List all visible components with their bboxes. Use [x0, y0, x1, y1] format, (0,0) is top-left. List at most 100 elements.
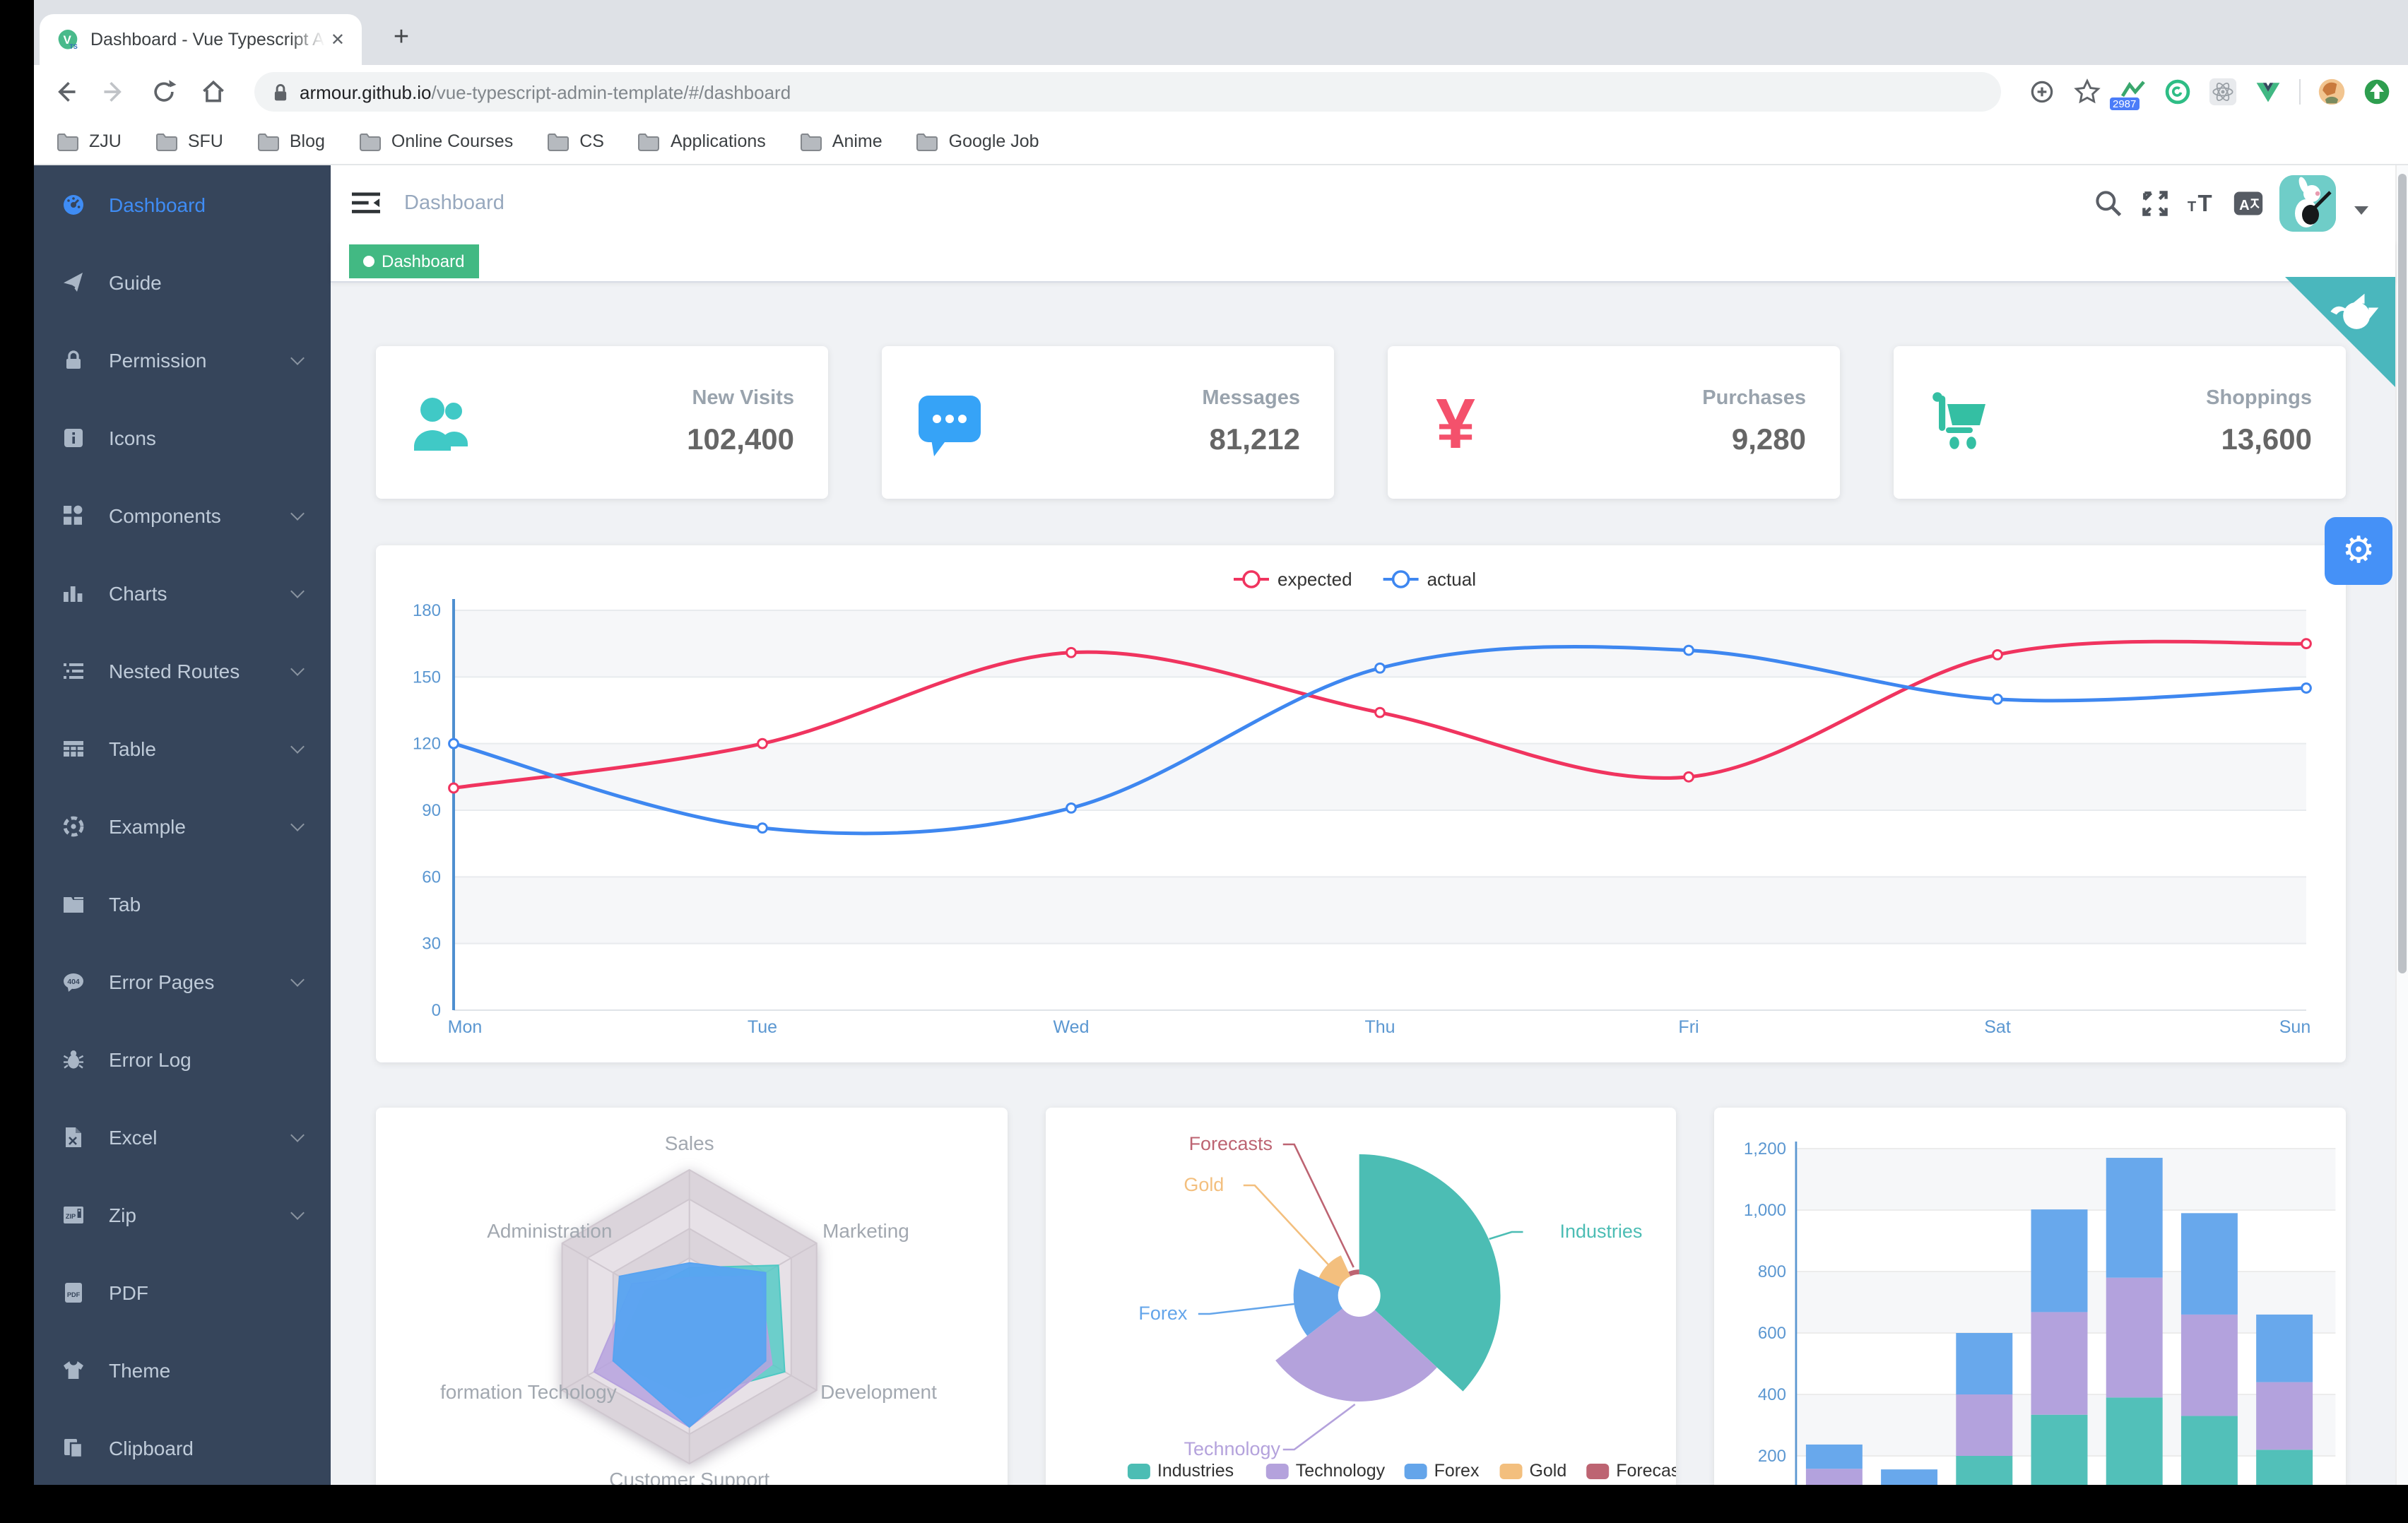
bookmark-cs[interactable]: CS — [547, 131, 604, 151]
translate-icon[interactable]: A — [2233, 188, 2264, 219]
scrollbar-thumb[interactable] — [2398, 174, 2407, 973]
sidebar-item-label: PDF — [109, 1281, 148, 1303]
sidebar-item-theme[interactable]: Theme — [34, 1331, 331, 1409]
svg-text:Forecasts: Forecasts — [1616, 1461, 1677, 1481]
browser-tab[interactable]: V TS Dashboard - Vue Typescript Ad ✕ — [40, 14, 362, 65]
sidebar-item-pdf[interactable]: PDF PDF — [34, 1253, 331, 1331]
chrome-update-icon[interactable] — [2363, 78, 2391, 106]
bookmark-star-icon[interactable] — [2073, 78, 2101, 106]
search-icon[interactable] — [2093, 188, 2124, 219]
tags-view-bar: Dashboard — [331, 242, 2395, 283]
back-icon[interactable] — [51, 78, 79, 106]
stat-card-shoppings[interactable]: Shoppings 13,600 — [1894, 346, 2346, 499]
sidebar-item-error-pages[interactable]: 404 Error Pages — [34, 942, 331, 1020]
message-icon — [919, 396, 981, 456]
sidebar-item-tab[interactable]: Tab — [34, 865, 331, 942]
sidebar-item-nested-routes[interactable]: Nested Routes — [34, 632, 331, 709]
svg-text:Fri: Fri — [1678, 1017, 1699, 1037]
sidebar-item-table[interactable]: Table — [34, 709, 331, 787]
sidebar-item-label: Table — [109, 737, 156, 759]
sidebar-item-label: Clipboard — [109, 1436, 194, 1459]
bookmark-applications[interactable]: Applications — [638, 131, 766, 151]
folder-icon — [916, 133, 938, 150]
browser-toolbar: armour.github.io/vue-typescript-admin-te… — [34, 65, 2408, 119]
bookmark-label: CS — [579, 131, 604, 151]
bookmark-sfu[interactable]: SFU — [155, 131, 223, 151]
forward-icon[interactable] — [100, 78, 129, 106]
lock-icon — [66, 350, 81, 368]
bookmark-label: SFU — [187, 131, 223, 151]
bookmark-google-job[interactable]: Google Job — [916, 131, 1039, 151]
home-icon[interactable] — [199, 78, 228, 106]
svg-text:Marketing: Marketing — [822, 1220, 909, 1242]
tag-active-dot — [363, 256, 374, 267]
bookmark-online-courses[interactable]: Online Courses — [359, 131, 513, 151]
zoom-plus-icon[interactable] — [2028, 78, 2056, 106]
user-avatar[interactable] — [2279, 175, 2336, 232]
sidebar-item-label: Error Log — [109, 1048, 191, 1070]
sidebar-item-label: Excel — [109, 1125, 158, 1148]
bookmark-blog[interactable]: Blog — [257, 131, 325, 151]
chevron-down-icon — [290, 817, 305, 831]
extension-react-icon[interactable] — [2209, 78, 2237, 106]
bar-chart[interactable]: 200 400 600 800 1,000 1,200 — [1715, 1108, 2346, 1485]
svg-text:A: A — [2239, 198, 2250, 213]
github-corner[interactable] — [2282, 277, 2395, 390]
sidebar-item-clipboard[interactable]: Clipboard — [34, 1409, 331, 1485]
sidebar-item-components[interactable]: Components — [34, 476, 331, 554]
profile-avatar[interactable] — [2318, 78, 2346, 106]
reload-icon[interactable] — [150, 78, 178, 106]
stat-card-messages[interactable]: Messages 81,212 — [882, 346, 1334, 499]
sidebar-item-charts[interactable]: Charts — [34, 554, 331, 632]
avatar-dropdown-caret[interactable] — [2354, 206, 2368, 215]
svg-text:Technology: Technology — [1295, 1461, 1385, 1481]
svg-text:Industries: Industries — [1157, 1461, 1233, 1481]
tab-close-icon[interactable]: ✕ — [330, 30, 345, 49]
breadcrumb[interactable]: Dashboard — [404, 192, 504, 215]
bookmark-label: Applications — [670, 131, 766, 151]
sidebar-item-error-log[interactable]: Error Log — [34, 1020, 331, 1098]
sidebar-item-zip[interactable]: ZIP Zip — [34, 1175, 331, 1253]
bookmark-zju[interactable]: ZJU — [57, 131, 122, 151]
tag-dashboard[interactable]: Dashboard — [349, 244, 479, 278]
svg-text:1,200: 1,200 — [1745, 1139, 1787, 1158]
radar-chart[interactable]: Sales Administration formation Techology Cu… — [376, 1108, 1007, 1485]
hamburger-icon[interactable] — [352, 191, 380, 216]
sidebar-item-guide[interactable]: Guide — [34, 243, 331, 321]
line-chart[interactable]: 0 30 60 90 120 150 180 Mon Tue Wed Thu Fri Sat Sun exp… — [376, 545, 2346, 1062]
svg-text:Tue: Tue — [748, 1017, 777, 1037]
stat-card-purchases[interactable]: ¥ Purchases 9,280 — [1388, 346, 1840, 499]
svg-text:Thu: Thu — [1364, 1017, 1395, 1037]
chevron-down-icon — [290, 1128, 305, 1142]
svg-text:120: 120 — [413, 735, 441, 754]
peoples-icon — [414, 398, 471, 451]
svg-text:ZIP: ZIP — [66, 1212, 76, 1219]
sidebar-item-excel[interactable]: Excel — [34, 1098, 331, 1175]
pie-chart[interactable]: IndustriesTechnologyForexGoldForecastsIn… — [1045, 1108, 1693, 1485]
sidebar-item-example[interactable]: Example — [34, 787, 331, 865]
stat-card-new-visits[interactable]: New Visits 102,400 — [376, 346, 828, 499]
new-tab-button[interactable]: + — [393, 23, 410, 52]
sidebar-item-label: Tab — [109, 892, 141, 915]
sidebar-item-icons[interactable]: Icons — [34, 398, 331, 476]
extension-grammarly-icon[interactable] — [2164, 78, 2192, 106]
page-scrollbar[interactable] — [2395, 165, 2408, 1485]
sidebar-item-permission[interactable]: Permission — [34, 321, 331, 398]
folder-icon — [57, 133, 78, 150]
sidebar-item-label: Guide — [109, 271, 162, 293]
bookmark-anime[interactable]: Anime — [800, 131, 883, 151]
sidebar-item-dashboard[interactable]: Dashboard — [34, 165, 331, 243]
fullscreen-icon[interactable] — [2140, 188, 2171, 219]
bug-icon — [63, 1050, 84, 1068]
svg-text:Sat: Sat — [1984, 1017, 2011, 1037]
svg-text:Gold: Gold — [1184, 1174, 1224, 1195]
theme-icon — [64, 1361, 83, 1378]
settings-button[interactable]: ⚙ — [2325, 517, 2392, 585]
address-bar[interactable]: armour.github.io/vue-typescript-admin-te… — [254, 72, 2001, 112]
extension-vue-icon[interactable] — [2254, 78, 2282, 106]
sidebar-item-label: Permission — [109, 348, 207, 371]
svg-text:Forecasts: Forecasts — [1188, 1133, 1272, 1154]
extension-octotree-icon[interactable]: 2987 — [2110, 78, 2147, 110]
